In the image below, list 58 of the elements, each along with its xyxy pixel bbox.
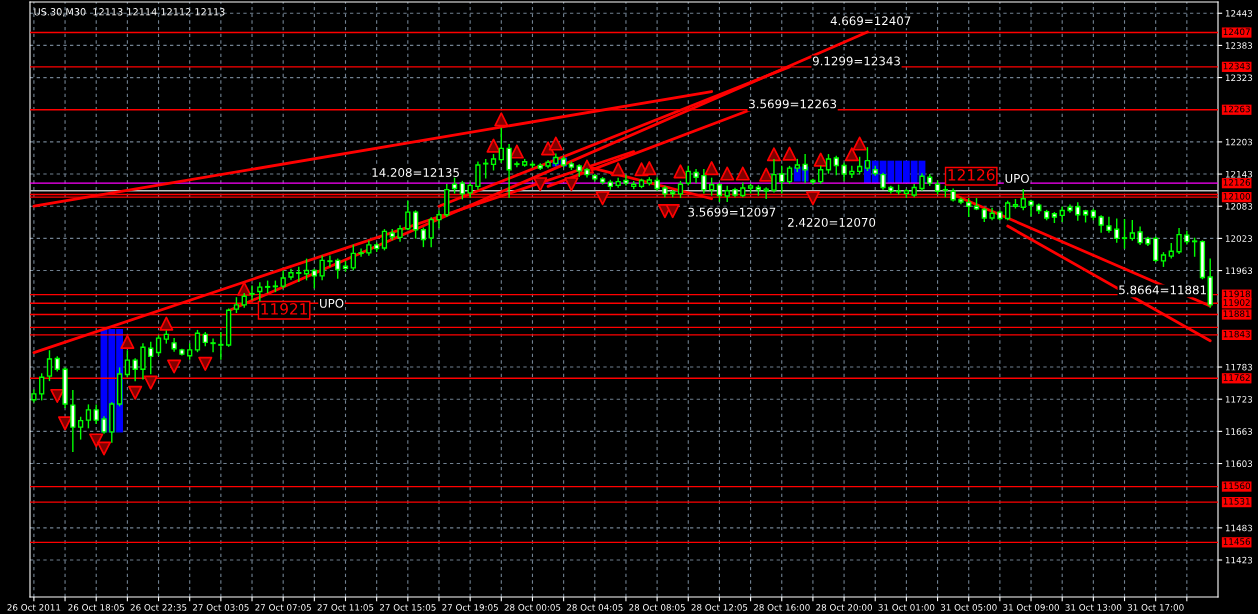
ref-line-label: 11762 xyxy=(1223,374,1250,381)
ref-line-label: 11456 xyxy=(1223,538,1251,545)
ref-line-label: 12343 xyxy=(1223,62,1250,70)
ref-line-label: 12100 xyxy=(1223,193,1251,200)
y-tick-label: 11663 xyxy=(1225,428,1253,435)
ref-line-label: 11902 xyxy=(1223,299,1250,306)
y-tick-label: 12203 xyxy=(1225,138,1253,146)
x-tick-label: 27 Oct 03:05 xyxy=(192,604,249,611)
ref-line-label: 12407 xyxy=(1223,28,1250,36)
y-tick-label: 12023 xyxy=(1225,235,1253,242)
x-tick-label: 28 Oct 12:05 xyxy=(691,604,748,611)
x-tick-label: 26 Oct 22:35 xyxy=(130,604,187,611)
y-tick-label: 12383 xyxy=(1225,42,1253,49)
x-tick-label: 27 Oct 11:05 xyxy=(317,604,374,611)
x-tick-label: 31 Oct 17:00 xyxy=(1127,604,1184,611)
x-tick-label: 31 Oct 01:00 xyxy=(878,604,935,611)
x-tick-label: 31 Oct 05:00 xyxy=(940,604,997,611)
annotation: 14.208=12135 xyxy=(372,168,459,177)
ref-line-label: 11531 xyxy=(1223,498,1250,505)
ref-line-label: 11881 xyxy=(1223,310,1250,318)
x-tick-label: 28 Oct 00:05 xyxy=(504,604,561,611)
y-tick-label: 12083 xyxy=(1225,203,1253,210)
annotation: 3.5699=12263 xyxy=(749,99,837,109)
x-tick-label: 28 Oct 08:05 xyxy=(629,604,685,611)
y-tick-label: 11423 xyxy=(1225,556,1253,564)
x-tick-label: 28 Oct 16:00 xyxy=(753,604,810,611)
ref-line-label: 11843 xyxy=(1223,330,1250,338)
annotation: 12126 xyxy=(948,169,995,181)
y-tick-label: 11483 xyxy=(1225,524,1253,532)
x-tick-label: 26 Oct 2011 xyxy=(7,604,61,611)
text: US.30,M30 12113 12114 12112 12113 xyxy=(34,8,225,17)
annotation: 9.1299=12343 xyxy=(812,56,900,66)
ref-line-label: 11918 xyxy=(1223,290,1250,298)
ref-line-label: 11560 xyxy=(1223,482,1251,490)
annotation: 5.8664=11881 xyxy=(1119,285,1206,295)
x-tick-label: 27 Oct 19:05 xyxy=(442,604,498,611)
x-tick-label: 26 Oct 18:05 xyxy=(68,604,124,611)
annotation: UPO xyxy=(1005,173,1029,183)
x-tick-label: 31 Oct 13:00 xyxy=(1065,604,1122,611)
y-tick-label: 12443 xyxy=(1225,10,1253,17)
y-tick-label: 11603 xyxy=(1225,460,1253,467)
y-tick-label: 12143 xyxy=(1225,170,1253,178)
y-tick-label: 11963 xyxy=(1225,267,1253,274)
x-tick-label: 28 Oct 04:05 xyxy=(566,604,623,611)
x-tick-label: 27 Oct 07:05 xyxy=(255,604,311,611)
ref-line-label: 12263 xyxy=(1223,105,1250,113)
annotation: 2.4220=12070 xyxy=(788,217,876,227)
annotation: 11921 xyxy=(261,303,307,315)
x-tick-label: 31 Oct 09:00 xyxy=(1003,604,1059,611)
annotation: 4.669=12407 xyxy=(830,16,911,26)
y-tick-label: 11723 xyxy=(1225,396,1253,403)
y-tick-label: 11783 xyxy=(1225,363,1253,371)
y-tick-label: 12323 xyxy=(1225,74,1253,82)
ref-line-label: 12126 xyxy=(1223,179,1251,186)
annotation: 3.5699=12097 xyxy=(688,207,776,217)
x-tick-label: 28 Oct 20:00 xyxy=(816,604,873,611)
annotation: UPO xyxy=(320,298,344,308)
x-tick-label: 27 Oct 15:05 xyxy=(379,604,436,611)
